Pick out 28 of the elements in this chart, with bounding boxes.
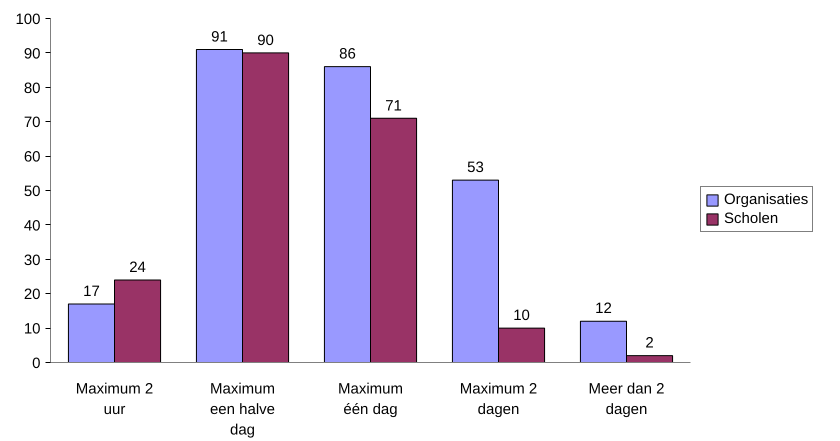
y-tick-label: 0 — [32, 355, 40, 372]
legend-label: Organisaties — [724, 191, 808, 208]
data-label: 24 — [129, 258, 146, 276]
data-label: 86 — [339, 46, 356, 63]
y-tick-label: 40 — [24, 217, 41, 234]
data-label: 53 — [467, 159, 484, 176]
y-tick-label: 90 — [24, 45, 41, 62]
x-tick-label: Maximum 2 dagen — [460, 380, 538, 418]
data-label: 2 — [645, 334, 654, 352]
x-tick-label: Maximum een halve dag — [210, 380, 276, 438]
y-tick-label: 10 — [24, 320, 41, 338]
x-tick-label: Meer dan 2 dagen — [588, 380, 664, 418]
data-label: 91 — [211, 28, 228, 46]
y-tick-label: 80 — [24, 80, 41, 97]
y-tick-label: 50 — [24, 183, 41, 200]
data-label: 71 — [385, 97, 402, 114]
y-tick-label: 30 — [24, 252, 41, 269]
x-tick-label: Maximum 2 uur — [76, 380, 154, 418]
data-label: 10 — [513, 307, 530, 324]
legend-label: Scholen — [724, 210, 778, 227]
y-tick-label: 100 — [15, 11, 41, 28]
y-tick-label: 70 — [24, 114, 41, 132]
y-tick-label: 60 — [24, 148, 41, 166]
x-tick-label: Maximum één dag — [338, 380, 404, 418]
data-label: 90 — [257, 32, 274, 49]
data-label: 12 — [595, 300, 612, 318]
y-tick-label: 20 — [24, 286, 41, 304]
data-label: 17 — [83, 283, 100, 300]
